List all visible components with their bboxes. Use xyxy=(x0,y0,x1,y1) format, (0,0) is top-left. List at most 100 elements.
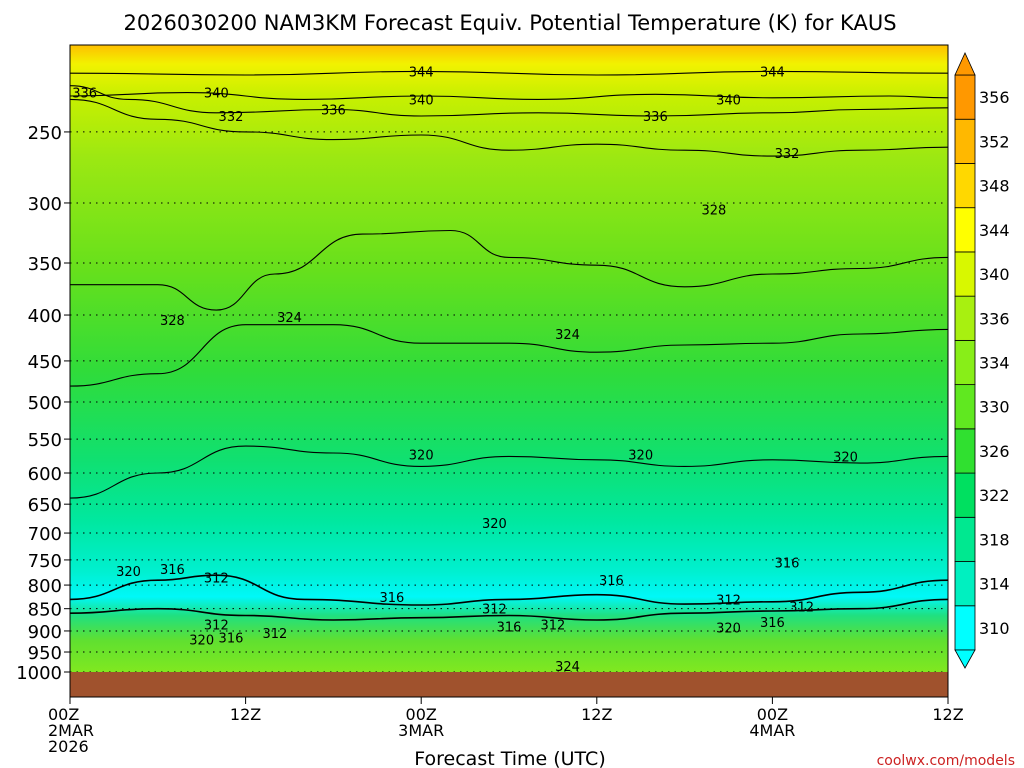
colorbar-label-0: 310 xyxy=(979,619,1010,638)
colorbar-label-7: 336 xyxy=(979,309,1010,328)
contour-label-316-2: 316 xyxy=(599,574,624,589)
plot-frame xyxy=(69,44,949,698)
y-tick-label-550: 550 xyxy=(28,430,62,451)
credit-text: coolwx.com/models xyxy=(877,753,1015,768)
contour-label-312-1: 312 xyxy=(482,603,507,618)
x-tick-label-0-0: 00Z xyxy=(48,705,79,724)
y-tick-label-850: 850 xyxy=(28,600,62,621)
colorbar-top-arrow xyxy=(954,52,976,76)
contour-label-340-2: 340 xyxy=(716,93,741,108)
colorbar-swatch-5 xyxy=(954,384,976,430)
contour-label-332-1: 332 xyxy=(775,147,800,162)
y-tick-label-650: 650 xyxy=(28,495,62,516)
colorbar-label-6: 334 xyxy=(979,354,1010,373)
colorbar-swatch-8 xyxy=(954,251,976,297)
contour-316 xyxy=(69,574,949,606)
colorbar-label-5: 330 xyxy=(979,398,1010,417)
contour-320 xyxy=(69,445,949,499)
y-tick-label-450: 450 xyxy=(28,352,62,373)
colorbar-swatch-12 xyxy=(954,74,976,120)
plot-area: 344 344 340 340 340 336 336 336 332 332 328 328 324 3… xyxy=(69,44,949,698)
contour-label-312-3: 312 xyxy=(789,600,814,615)
contour-label-324-1: 324 xyxy=(555,328,580,343)
colorbar-swatch-6 xyxy=(954,339,976,386)
colorbar-label-4: 326 xyxy=(979,442,1010,461)
contour-label-312-4: 312 xyxy=(204,618,229,633)
contour-324 xyxy=(69,324,949,387)
contour-label-336-2: 336 xyxy=(643,110,668,125)
contour-label-340-0: 340 xyxy=(204,87,229,102)
contour-label-336-0: 336 xyxy=(72,87,97,102)
contour-328 xyxy=(69,229,949,311)
x-tick-label-2-1: 3MAR xyxy=(398,721,444,740)
plot-field xyxy=(70,45,948,672)
contour-label-320-2: 320 xyxy=(833,450,858,465)
colorbar-label-3: 322 xyxy=(979,486,1010,505)
contour-340 xyxy=(69,92,949,100)
colorbar-swatch-3 xyxy=(954,472,976,518)
contour-label-316-4: 316 xyxy=(219,631,244,646)
x-tick-label-1-0: 12Z xyxy=(230,705,261,724)
contour-label-316-1: 316 xyxy=(380,591,405,606)
contour-lines xyxy=(69,70,949,621)
y-tick-label-500: 500 xyxy=(28,393,62,414)
ground-terrain xyxy=(70,672,948,697)
colorbar-swatch-7 xyxy=(954,295,976,341)
colorbar-label-2: 318 xyxy=(979,530,1010,549)
contour-label-316-5: 316 xyxy=(497,621,522,636)
contour-label-340-1: 340 xyxy=(409,93,434,108)
colorbar-swatch-4 xyxy=(954,428,976,474)
y-tick-label-750: 750 xyxy=(28,551,62,572)
contour-label-324-0: 324 xyxy=(277,311,302,326)
contour-344 xyxy=(69,70,949,76)
colorbar-label-8: 340 xyxy=(979,265,1010,284)
contour-labels: 344 344 340 340 340 336 336 336 332 332 328 328 324 3… xyxy=(72,65,858,675)
contour-label-320-4: 320 xyxy=(482,517,507,532)
colorbar-swatch-1 xyxy=(954,561,976,607)
x-axis-label: Forecast Time (UTC) xyxy=(414,748,605,768)
contour-label-312-0: 312 xyxy=(204,572,229,587)
contour-336 xyxy=(69,85,949,117)
colorbar-label-1: 314 xyxy=(979,575,1010,594)
contour-label-316-6: 316 xyxy=(760,616,785,631)
x-tick-label-4-1: 4MAR xyxy=(749,721,795,740)
contour-label-320-6: 320 xyxy=(716,621,741,636)
pressure-axis: 2503003504004505005506006507007508008509… xyxy=(16,123,70,684)
colorbar-swatch-10 xyxy=(954,163,976,209)
y-tick-label-350: 350 xyxy=(28,254,62,275)
colorbar-swatch-2 xyxy=(954,516,976,562)
contour-312 xyxy=(69,598,949,621)
contour-332 xyxy=(69,98,949,157)
contour-label-324-2: 324 xyxy=(555,660,580,675)
colorbar-swatch-11 xyxy=(954,118,976,164)
chart-title: 2026030200 NAM3KM Forecast Equiv. Potent… xyxy=(123,11,896,35)
contour-label-320-0: 320 xyxy=(409,448,434,463)
colorbar-label-9: 344 xyxy=(979,221,1010,240)
x-tick-label-0-2: 2026 xyxy=(48,737,89,756)
x-tick-label-4-0: 00Z xyxy=(757,705,788,724)
contour-label-320-3: 320 xyxy=(116,565,141,580)
x-tick-label-5-0: 12Z xyxy=(932,705,963,724)
colorbar-swatch-9 xyxy=(954,207,976,253)
contour-label-312-6: 312 xyxy=(540,618,565,633)
y-tick-label-300: 300 xyxy=(28,194,62,215)
y-tick-label-600: 600 xyxy=(28,464,62,485)
y-tick-label-1000: 1000 xyxy=(16,663,62,684)
contour-label-320-5: 320 xyxy=(189,634,214,649)
colorbar-label-12: 356 xyxy=(979,88,1010,107)
contour-label-344-1: 344 xyxy=(760,65,785,80)
contour-label-328-0: 328 xyxy=(160,314,185,329)
y-tick-label-250: 250 xyxy=(28,123,62,144)
contour-label-316-0: 316 xyxy=(160,563,185,578)
contour-label-320-1: 320 xyxy=(628,448,653,463)
contour-label-332-0: 332 xyxy=(219,110,244,125)
y-tick-label-950: 950 xyxy=(28,643,62,664)
contour-label-336-1: 336 xyxy=(321,103,346,118)
colorbar-label-10: 348 xyxy=(979,177,1010,196)
contour-label-328-1: 328 xyxy=(701,203,726,218)
colorbar-swatch-0 xyxy=(954,605,976,651)
contour-label-344-0: 344 xyxy=(409,65,434,80)
colorbar-label-11: 352 xyxy=(979,132,1010,151)
y-tick-label-700: 700 xyxy=(28,524,62,545)
